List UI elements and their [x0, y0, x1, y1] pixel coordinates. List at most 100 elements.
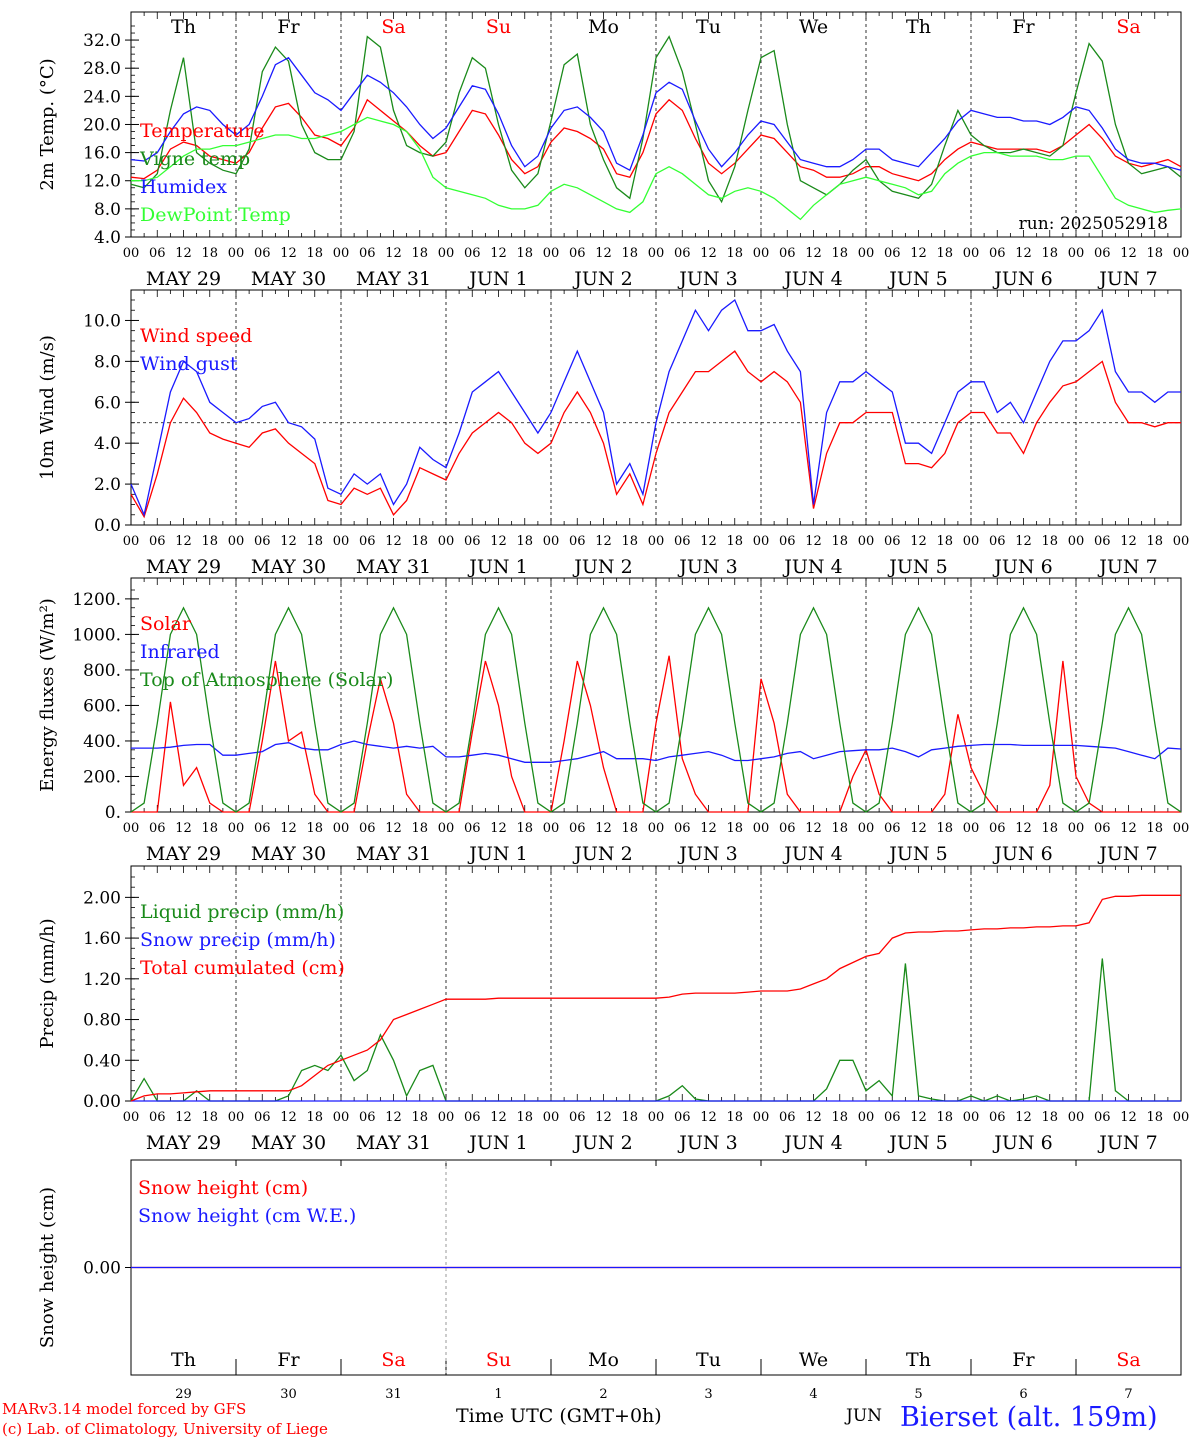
legend-entry: Vigne temp: [139, 148, 250, 170]
date-label: MAY 30: [251, 843, 326, 865]
day-name: Fr: [1012, 16, 1035, 38]
hour-label: 06: [569, 246, 586, 261]
date-label: JUN 6: [992, 843, 1052, 865]
hour-label: 12: [1015, 1110, 1032, 1125]
hour-label: 06: [464, 534, 481, 549]
hour-label: 18: [1146, 821, 1163, 836]
y-tick-label: 16.0: [83, 144, 121, 164]
hour-label: 18: [411, 821, 428, 836]
lab-credit: (c) Lab. of Climatology, University of L…: [2, 1420, 328, 1438]
hour-label: 00: [1173, 1110, 1190, 1125]
hour-label: 18: [621, 821, 638, 836]
hour-label: 12: [910, 821, 927, 836]
date-label: JUN 6: [992, 556, 1052, 578]
hour-label: 12: [280, 821, 297, 836]
date-label: JUN 4: [782, 843, 842, 865]
hour-label: 12: [700, 1110, 717, 1125]
y-axis-label: Precip (mm/h): [37, 918, 58, 1048]
legend-entry: DewPoint Temp: [140, 204, 291, 226]
y-tick-label: 0.40: [83, 1051, 121, 1071]
date-label: JUN 7: [1097, 268, 1157, 290]
hour-label: 18: [621, 1110, 638, 1125]
date-label: JUN 5: [887, 1132, 947, 1154]
day-number: 6: [1019, 1387, 1027, 1400]
hour-label: 06: [359, 821, 376, 836]
day-number: 2: [599, 1387, 607, 1400]
hour-label: 06: [254, 821, 271, 836]
y-tick-label: 0.00: [83, 1092, 121, 1112]
hour-label: 18: [1041, 246, 1058, 261]
hour-label: 00: [648, 534, 665, 549]
hour-label: 00: [648, 246, 665, 261]
hour-label: 00: [123, 246, 140, 261]
date-label: JUN 2: [572, 556, 632, 578]
hour-label: 18: [831, 534, 848, 549]
date-label: JUN 1: [467, 843, 527, 865]
hour-label: 12: [175, 1110, 192, 1125]
hour-label: 18: [411, 534, 428, 549]
date-label: JUN 4: [782, 1132, 842, 1154]
hour-label: 18: [831, 246, 848, 261]
date-label: MAY 29: [146, 843, 221, 865]
date-label: MAY 30: [251, 556, 326, 578]
hour-label: 06: [884, 821, 901, 836]
hour-label: 18: [516, 534, 533, 549]
hour-label: 18: [201, 821, 218, 836]
day-name: Tu: [696, 16, 721, 38]
date-label: MAY 29: [146, 556, 221, 578]
hour-label: 00: [1173, 246, 1190, 261]
day-number: 31: [385, 1387, 402, 1400]
day-name: Sa: [1116, 16, 1140, 38]
hour-label: 00: [858, 246, 875, 261]
y-tick-label: 6.0: [94, 393, 121, 413]
hour-label: 18: [516, 821, 533, 836]
hour-label: 18: [516, 246, 533, 261]
hour-label: 06: [884, 534, 901, 549]
hour-label: 12: [805, 1110, 822, 1125]
y-tick-label: 1000.: [72, 625, 121, 645]
hour-label: 00: [333, 1110, 350, 1125]
day-name: We: [799, 16, 828, 38]
day-name: Mo: [588, 16, 619, 38]
hour-label: 12: [175, 534, 192, 549]
hour-label: 12: [385, 821, 402, 836]
hour-label: 12: [490, 534, 507, 549]
y-tick-label: 4.0: [94, 434, 121, 454]
hour-label: 06: [569, 534, 586, 549]
hour-label: 12: [595, 246, 612, 261]
date-label: JUN 3: [677, 268, 737, 290]
series-line-top-of-atmosphere-solar-: [130, 606, 1182, 813]
hour-label: 12: [910, 534, 927, 549]
day-name-bottom: Sa: [1116, 1349, 1140, 1371]
hour-label: 00: [858, 821, 875, 836]
hour-label: 12: [280, 246, 297, 261]
date-label: MAY 29: [146, 268, 221, 290]
date-label: JUN 2: [572, 843, 632, 865]
hour-label: 06: [779, 821, 796, 836]
hour-label: 06: [254, 246, 271, 261]
hour-label: 00: [123, 821, 140, 836]
hour-label: 00: [753, 821, 770, 836]
hour-label: 12: [1120, 821, 1137, 836]
date-label: JUN 2: [572, 1132, 632, 1154]
hour-label: 06: [674, 246, 691, 261]
date-label: MAY 31: [356, 556, 431, 578]
hour-label: 18: [201, 246, 218, 261]
day-number: 7: [1124, 1387, 1132, 1400]
hour-label: 18: [1146, 534, 1163, 549]
hour-label: 00: [438, 246, 455, 261]
hour-label: 00: [123, 1110, 140, 1125]
date-label: JUN 5: [887, 268, 947, 290]
hour-label: 00: [333, 821, 350, 836]
hour-label: 18: [831, 1110, 848, 1125]
hour-label: 18: [516, 1110, 533, 1125]
y-tick-label: 12.0: [83, 172, 121, 192]
hour-label: 18: [1146, 1110, 1163, 1125]
hour-label: 06: [1094, 246, 1111, 261]
hour-label: 18: [306, 821, 323, 836]
y-tick-label: 32.0: [83, 31, 121, 51]
hour-label: 12: [1120, 246, 1137, 261]
hour-label: 12: [595, 821, 612, 836]
hour-label: 18: [1146, 246, 1163, 261]
hour-label: 18: [306, 1110, 323, 1125]
